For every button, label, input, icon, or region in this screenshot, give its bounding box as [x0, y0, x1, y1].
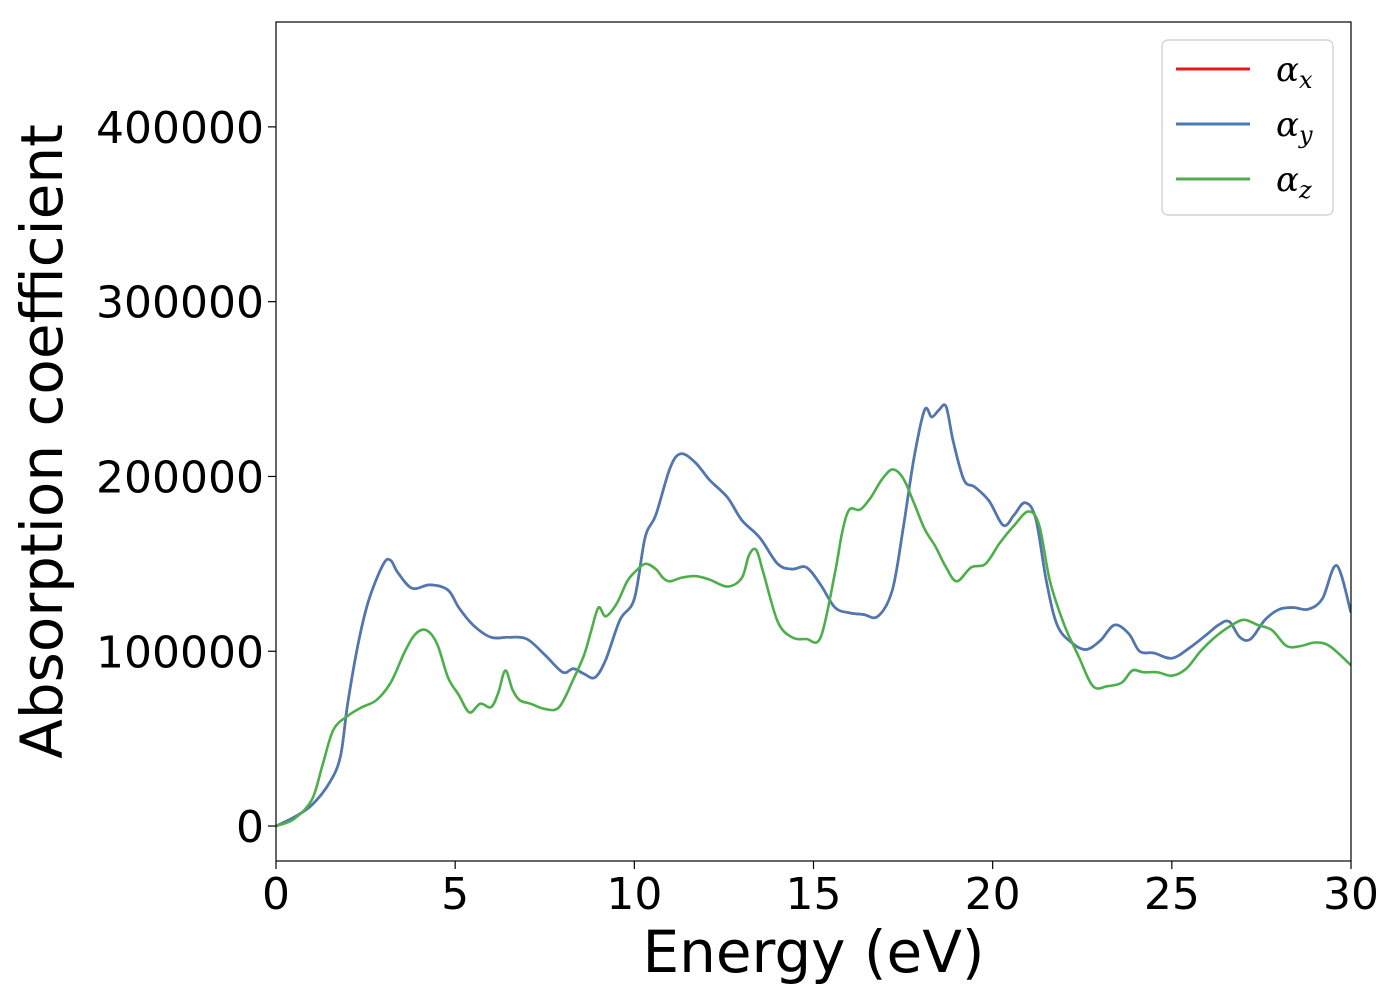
x-tick-label: 10: [606, 869, 662, 920]
x-axis-title: Energy (eV): [642, 918, 984, 986]
series-line-alpha-x: [276, 403, 1351, 828]
x-tick-label: 0: [262, 869, 290, 920]
x-tick-label: 5: [441, 869, 469, 920]
y-axis-title: Absorption coefficient: [8, 124, 76, 759]
y-axis-ticks: 0 100000 200000 300000 400000: [96, 103, 276, 853]
x-tick-label: 15: [786, 869, 842, 920]
y-tick-label: 100000: [96, 627, 264, 678]
y-tick-label: 0: [236, 802, 264, 853]
x-tick-label: 30: [1323, 869, 1379, 920]
legend-box: [1161, 39, 1334, 216]
series-lines: [276, 403, 1351, 828]
x-axis-ticks: 0 5 10 15 20 25 30: [262, 861, 1379, 920]
legend-label-alpha-x: αx: [1276, 50, 1313, 94]
x-tick-label: 20: [965, 869, 1021, 920]
y-tick-label: 200000: [96, 452, 264, 503]
y-tick-label: 400000: [96, 103, 264, 154]
series-line-alpha-y: [276, 403, 1351, 828]
legend-label-alpha-z: αz: [1276, 160, 1312, 204]
y-tick-label: 300000: [96, 278, 264, 329]
series-line-alpha-z: [276, 468, 1351, 828]
legend: αx αy αz: [1161, 39, 1334, 216]
x-tick-label: 25: [1144, 869, 1200, 920]
legend-label-alpha-y: αy: [1276, 105, 1313, 149]
